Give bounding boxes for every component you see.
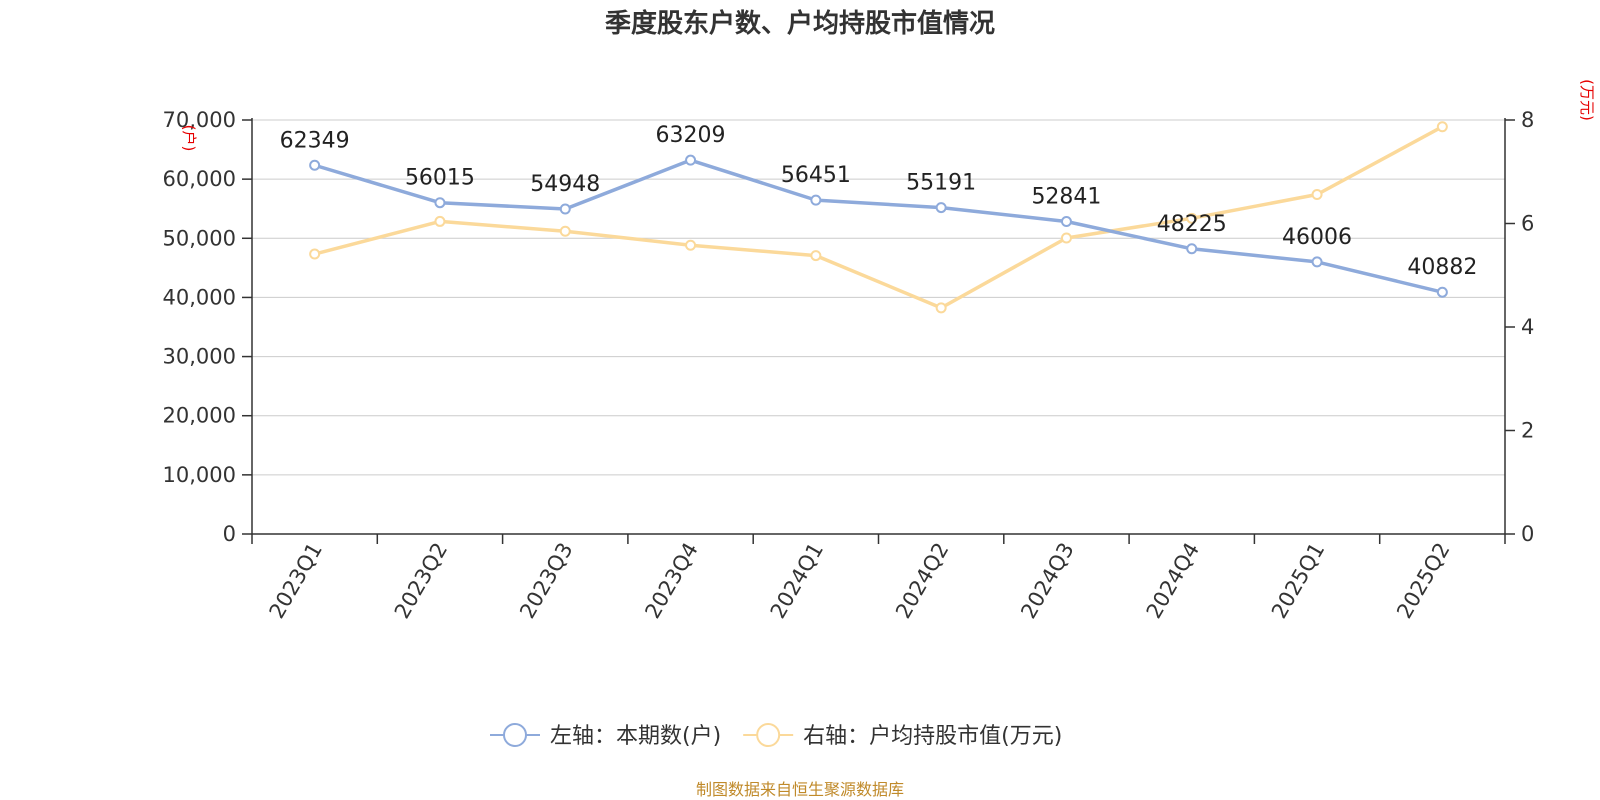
data-label: 52841 <box>1031 184 1101 209</box>
x-tick-label: 2024Q1 <box>766 539 828 623</box>
data-label: 55191 <box>906 171 976 196</box>
right-tick-label: 2 <box>1521 419 1534 443</box>
data-point <box>559 225 571 237</box>
legend-marker <box>503 723 527 747</box>
legend: 左轴：本期数(户) 右轴：户均持股市值(万元) <box>490 723 1062 749</box>
x-tick-label: 2024Q4 <box>1142 539 1204 623</box>
data-label: 48225 <box>1157 212 1227 237</box>
left-axis-unit: (户) <box>180 125 198 152</box>
x-tick-label: 2024Q3 <box>1016 539 1078 623</box>
left-tick-label: 10,000 <box>163 463 236 487</box>
legend-label: 右轴：户均持股市值(万元) <box>803 724 1062 749</box>
data-point <box>810 250 822 262</box>
data-label: 56015 <box>405 166 475 191</box>
right-tick-label: 8 <box>1521 108 1534 132</box>
right-tick-label: 4 <box>1521 315 1534 339</box>
data-point <box>810 194 822 206</box>
data-point <box>309 159 321 171</box>
data-point <box>1436 286 1448 298</box>
legend-marker <box>756 723 781 747</box>
data-point <box>1186 212 1198 224</box>
data-label: 63209 <box>656 123 726 148</box>
left-tick-label: 20,000 <box>163 404 236 428</box>
left-tick-label: 0 <box>223 522 236 546</box>
data-point <box>1186 243 1198 255</box>
data-point <box>309 248 321 260</box>
left-tick-label: 50,000 <box>163 226 236 250</box>
left-tick-label: 70,000 <box>163 108 236 132</box>
data-point <box>685 239 697 251</box>
series-line <box>314 158 1443 294</box>
legend-label: 左轴：本期数(户) <box>550 724 721 749</box>
x-tick-label: 2023Q4 <box>640 539 702 623</box>
source-note: 制图数据来自恒生聚源数据库 <box>696 780 904 799</box>
data-point <box>685 154 697 166</box>
series-layer <box>309 121 1448 314</box>
data-point <box>935 302 947 314</box>
data-label: 40882 <box>1407 255 1477 280</box>
x-tick-label: 2023Q3 <box>515 539 577 623</box>
data-point <box>1436 121 1448 133</box>
series-line <box>314 125 1444 310</box>
data-point <box>434 197 446 209</box>
right-tick-label: 6 <box>1521 212 1534 236</box>
right-tick-label: 0 <box>1521 522 1534 546</box>
x-tick-label: 2023Q2 <box>390 539 452 623</box>
data-point <box>434 215 446 227</box>
x-tick-label: 2024Q2 <box>891 539 953 623</box>
data-point <box>1311 189 1323 201</box>
data-point <box>559 203 571 215</box>
data-point <box>935 202 947 214</box>
data-label: 56451 <box>781 163 851 188</box>
chart-title: 季度股东户数、户均持股市值情况 <box>605 8 995 39</box>
data-label: 54948 <box>530 172 600 197</box>
data-point <box>1060 215 1072 227</box>
left-tick-label: 40,000 <box>163 285 236 309</box>
data-labels: 62349 56015 54948 63209 56451 55191 52841 48225… <box>280 123 1478 280</box>
x-tick-label: 2025Q1 <box>1267 539 1329 623</box>
data-point <box>1060 232 1072 244</box>
x-tick-label: 2025Q2 <box>1392 539 1454 623</box>
x-tick-label: 2023Q1 <box>265 539 327 623</box>
right-axis-unit: (万元) <box>1578 79 1596 121</box>
left-tick-label: 30,000 <box>163 345 236 369</box>
left-tick-label: 60,000 <box>163 167 236 191</box>
grid <box>252 119 1505 476</box>
data-label: 62349 <box>280 128 350 153</box>
data-label: 46006 <box>1282 225 1352 250</box>
data-point <box>1311 256 1323 268</box>
